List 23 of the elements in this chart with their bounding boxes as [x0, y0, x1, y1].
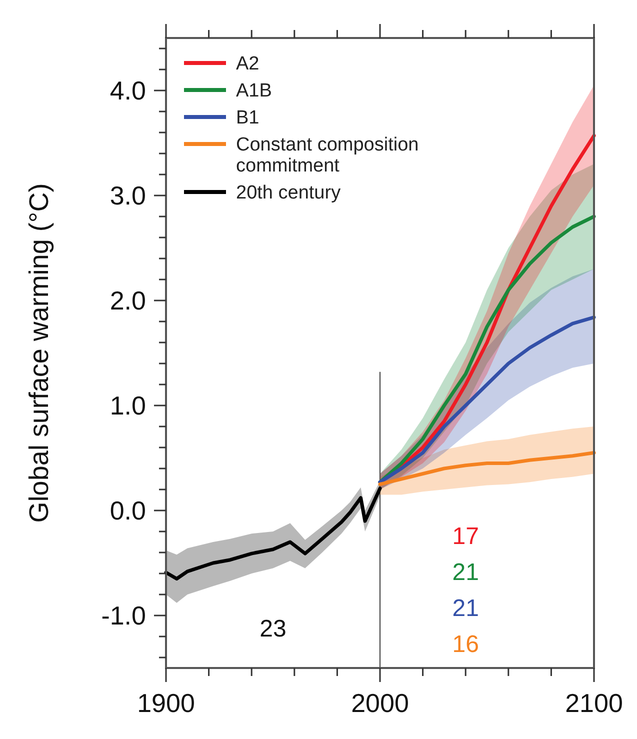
annotation: 21 [452, 558, 479, 586]
line-series [164, 486, 382, 580]
line-series [378, 451, 596, 486]
y-tick-label: 4.0 [110, 76, 146, 106]
y-tick-label: 1.0 [110, 390, 146, 421]
y-axis-title: Global surface warming (°C) [24, 183, 54, 523]
annotation: 21 [452, 594, 479, 622]
legend-label: A2 [236, 54, 260, 75]
x-tick-label: 2100 [565, 688, 623, 718]
legend-label: B1 [236, 108, 260, 129]
legend-label: 20th century [236, 182, 342, 204]
annotation: 23 [260, 615, 286, 642]
x-tick-label: 1900 [137, 688, 195, 718]
y-tick-label: 2.0 [110, 286, 146, 316]
annotation: 17 [452, 522, 479, 550]
y-tick-label: -1.0 [101, 600, 146, 631]
annotation: 16 [452, 630, 479, 658]
line-series [378, 316, 596, 484]
legend-label: Constant composition commitment [236, 134, 419, 177]
x-tick-label: 2000 [351, 688, 409, 718]
legend-label: A1B [236, 80, 272, 102]
y-tick-label: 0.0 [110, 496, 146, 526]
y-tick-label: 3.0 [110, 180, 146, 211]
